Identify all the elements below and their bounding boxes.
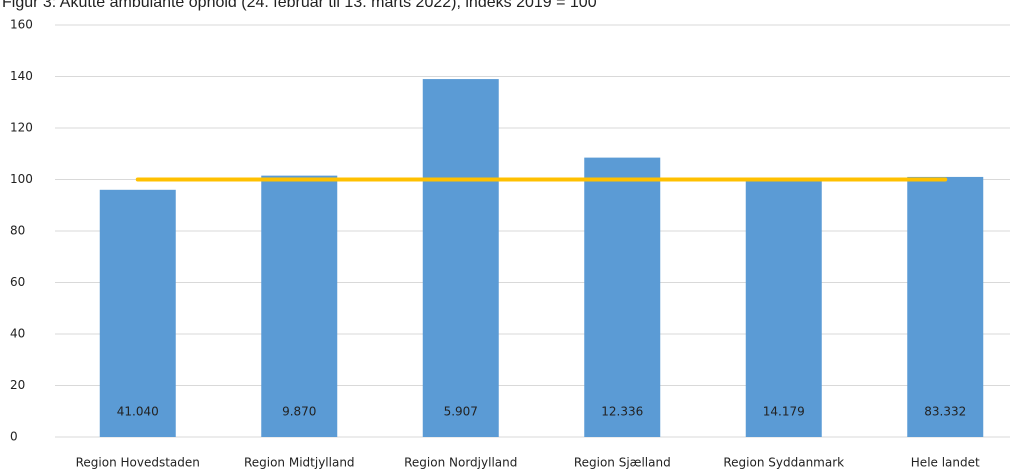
bar-label: 9.870 (282, 405, 316, 419)
bar-label: 41.040 (117, 405, 159, 419)
bar (422, 79, 499, 437)
x-tick-label: Region Midtjylland (244, 456, 355, 470)
y-tick-label: 160 (10, 18, 33, 32)
bar-label: 5.907 (444, 405, 478, 419)
y-tick-label: 140 (10, 69, 33, 83)
x-tick-label: Region Syddanmark (723, 456, 844, 470)
y-tick-label: 20 (10, 378, 25, 392)
y-tick-label: 80 (10, 224, 25, 238)
bar-label: 12.336 (601, 405, 643, 419)
y-tick-label: 120 (10, 121, 33, 135)
y-tick-label: 40 (10, 327, 25, 341)
bar (745, 180, 822, 437)
bar-label: 14.179 (763, 405, 805, 419)
y-tick-label: 60 (10, 275, 25, 289)
x-tick-label: Region Hovedstaden (76, 456, 200, 470)
bar (584, 157, 661, 438)
bar (99, 189, 176, 437)
chart-title: Figur 3: Akutte ambulante ophold (24. fe… (2, 0, 597, 11)
x-tick-label: Region Nordjylland (404, 456, 517, 470)
bar-label: 83.332 (924, 405, 966, 419)
x-tick-label: Hele landet (911, 456, 980, 470)
y-tick-label: 0 (10, 430, 18, 444)
bar (907, 176, 984, 438)
bar (261, 175, 338, 437)
y-tick-label: 100 (10, 172, 33, 186)
x-tick-label: Region Sjælland (574, 456, 671, 470)
